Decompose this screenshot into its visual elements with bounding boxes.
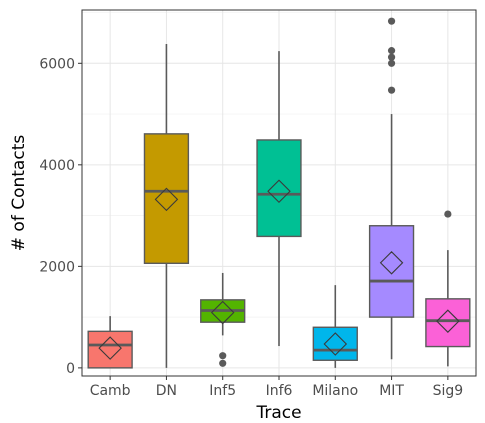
outlier-point [219, 352, 227, 360]
box-mit [368, 17, 415, 360]
box-inf6 [256, 51, 302, 347]
x-tick-label: MIT [379, 383, 404, 399]
y-tick-label: 4000 [39, 158, 75, 174]
y-tick-label: 2000 [39, 259, 75, 275]
x-tick-label: DN [156, 383, 177, 399]
outlier-point [387, 17, 396, 25]
y-tick-label: 6000 [39, 56, 75, 72]
box-body [368, 225, 415, 318]
outlier-point [387, 47, 396, 55]
box-camb [87, 316, 133, 369]
box-body [87, 330, 133, 369]
x-axis-title: Trace [255, 403, 301, 423]
outlier-point [387, 53, 396, 61]
mean-marker [379, 251, 404, 275]
box-body [143, 133, 190, 265]
mean-marker [323, 332, 348, 356]
x-tick-label: Inf5 [209, 383, 236, 399]
box-inf5 [200, 272, 246, 367]
mean-marker [210, 300, 235, 325]
outlier-point [387, 86, 396, 94]
x-tick-label: Sig9 [433, 383, 464, 399]
outlier-point [444, 210, 452, 218]
x-tick-label: Camb [90, 383, 131, 399]
mean-marker [267, 179, 291, 204]
axis-ticks: 0 2000 4000 6000 Camb DN Inf5 Inf6 Milano MIT Sig9 [39, 56, 463, 399]
outlier-point [387, 59, 396, 67]
outlier-point [219, 359, 227, 367]
box-milano [312, 285, 358, 368]
mean-marker [436, 309, 460, 333]
mean-marker [98, 336, 122, 360]
x-tick-label: Inf6 [266, 383, 293, 399]
box-sig9 [425, 210, 471, 367]
mean-marker [154, 187, 179, 212]
y-tick-label: 0 [66, 361, 75, 377]
y-axis-title: # of Contacts [9, 135, 29, 252]
x-tick-label: Milano [312, 383, 358, 399]
box-body [256, 139, 302, 238]
box-dn [143, 44, 190, 368]
boxes-layer [87, 17, 471, 369]
box-body [425, 298, 471, 348]
